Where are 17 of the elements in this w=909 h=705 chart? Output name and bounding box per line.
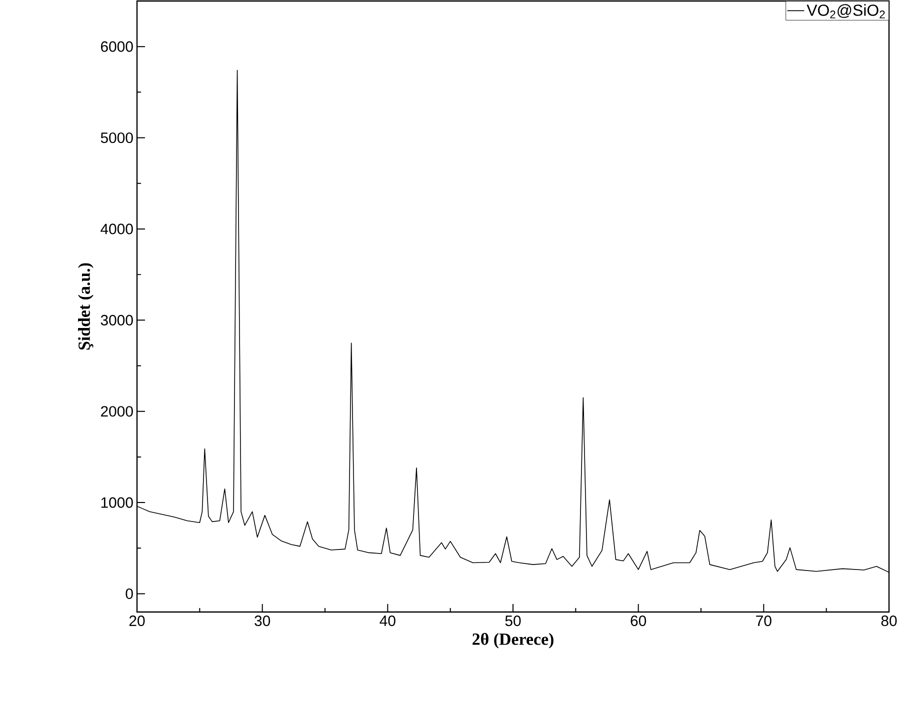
y-tick-label: 1000: [101, 497, 133, 508]
legend-label: VO$_{2}$@SiO$_{2}$: [806, 4, 885, 18]
x-tick-label: 70: [756, 616, 772, 626]
y-axis-title: Şiddet (a.u.): [78, 263, 94, 350]
y-tick-label: 6000: [101, 41, 133, 52]
y-tick-label: 0: [126, 588, 133, 600]
y-tick-label: 5000: [100, 132, 133, 144]
x-tick-label: 40: [380, 616, 396, 626]
x-tick-label: 60: [630, 616, 646, 626]
y-tick-label: 4000: [100, 224, 133, 234]
y-tick-label: 2000: [100, 406, 133, 417]
x-axis-title: 2θ (Derece): [472, 632, 554, 648]
y-tick-label: 3000: [100, 314, 133, 326]
x-tick-label: 80: [881, 616, 897, 626]
x-tick-label: 30: [254, 616, 270, 626]
x-tick-label: 20: [129, 616, 145, 626]
x-tick-label: 50: [505, 616, 521, 626]
